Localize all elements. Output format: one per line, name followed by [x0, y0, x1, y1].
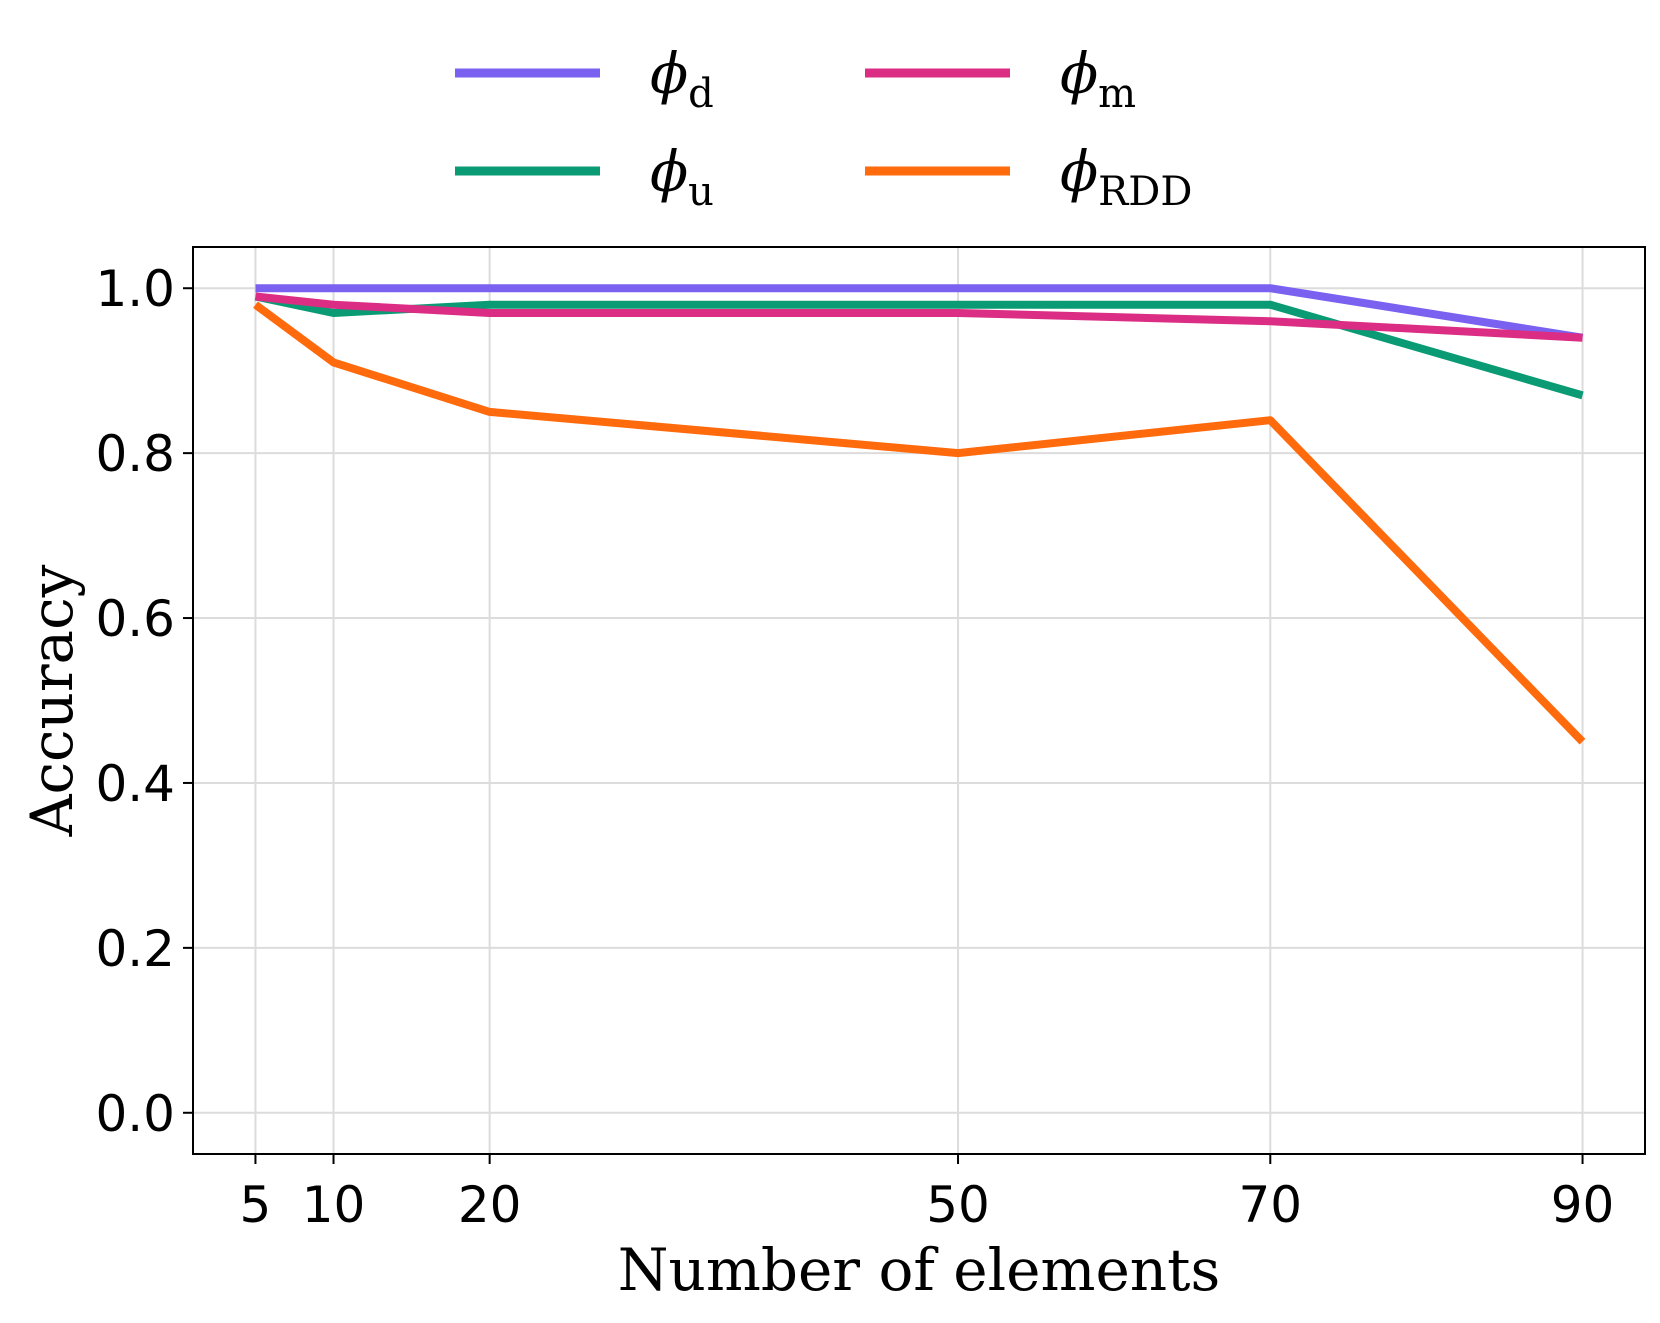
x-axis-title: Number of elements: [618, 1236, 1221, 1304]
y-axis-ticks: 0.0 0.2 0.4 0.6 0.8 1.0: [95, 260, 193, 1143]
y-tick-label: 0.6: [95, 590, 175, 648]
x-tick-label: 70: [1238, 1176, 1302, 1234]
legend-label: ϕu: [650, 140, 714, 215]
y-tick-label: 1.0: [95, 260, 175, 318]
y-tick-label: 0.2: [95, 920, 175, 978]
series-line-phi-m: [255, 292, 1583, 342]
legend-item-phi-d: ϕd: [455, 42, 714, 117]
legend-label: ϕRDD: [1060, 140, 1192, 215]
series-line-phi-d: [255, 284, 1584, 342]
y-tick-label: 0.4: [95, 755, 175, 813]
x-tick-label: 50: [926, 1176, 990, 1234]
legend-item-phi-rdd: ϕRDD: [865, 140, 1192, 215]
legend-item-phi-m: ϕm: [865, 42, 1136, 117]
plot-frame: [192, 246, 1646, 1155]
series-line-phi-u: [254, 292, 1584, 400]
y-tick-label: 0.8: [95, 425, 175, 483]
y-tick-label: 0.0: [95, 1085, 175, 1143]
x-tick-label: 10: [302, 1176, 366, 1234]
x-axis-ticks: 5 10 20 50 70 90: [240, 1154, 1615, 1234]
x-tick-label: 20: [458, 1176, 522, 1234]
x-tick-label: 5: [240, 1176, 272, 1234]
legend-label: ϕd: [650, 42, 714, 117]
legend: ϕd ϕu ϕm ϕRDD: [455, 42, 1192, 215]
y-axis-title: Accuracy: [18, 564, 86, 837]
legend-item-phi-u: ϕu: [455, 140, 714, 215]
series-line-phi-rdd: [253, 301, 1586, 745]
x-tick-label: 90: [1551, 1176, 1615, 1234]
legend-label: ϕm: [1060, 42, 1136, 117]
series-lines: [253, 284, 1586, 745]
